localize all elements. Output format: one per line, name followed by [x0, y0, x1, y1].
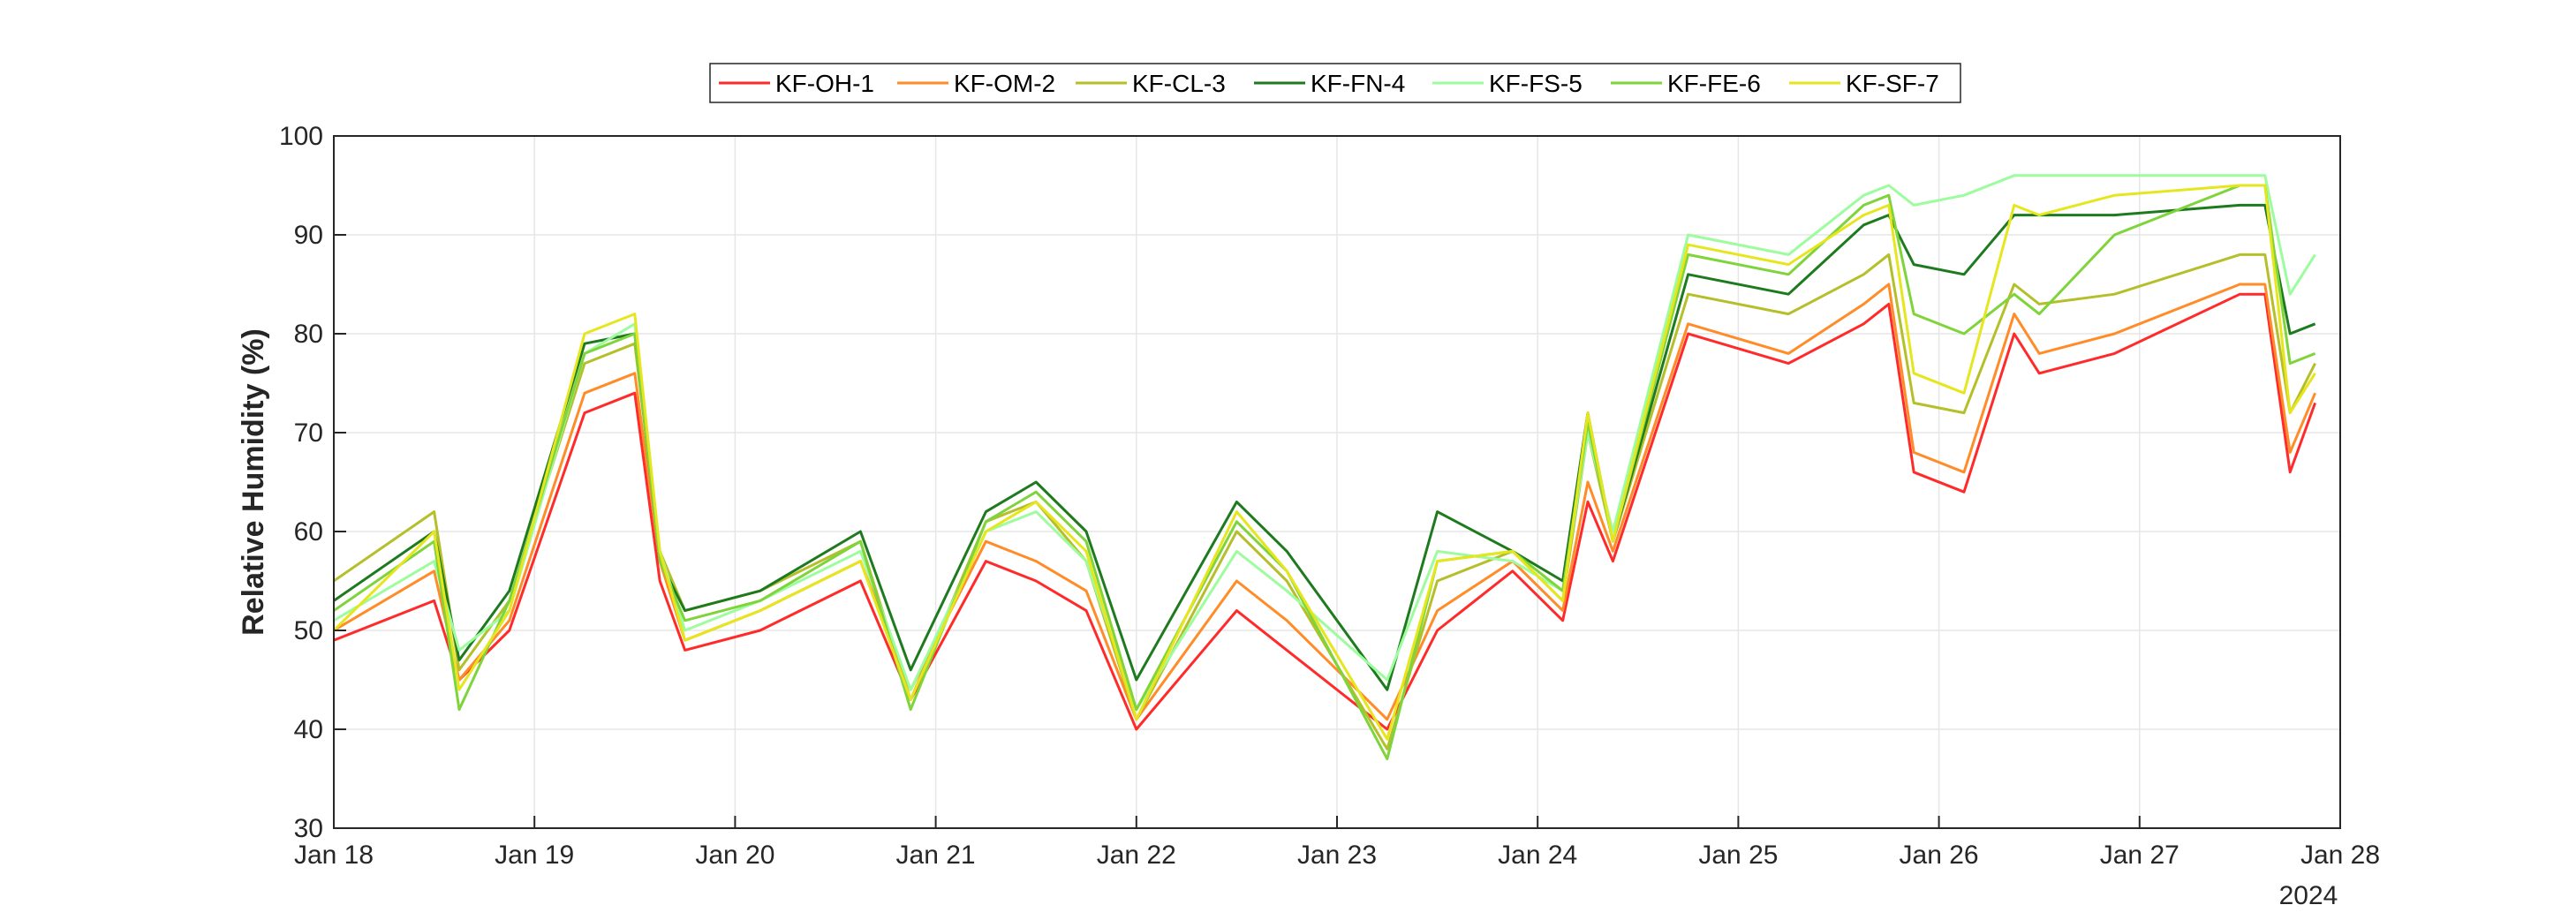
x-tick-label: Jan 18 — [294, 841, 374, 870]
y-axis-ticks: 30 40 50 60 70 80 90 100 — [279, 122, 346, 843]
x-tick-label: Jan 19 — [495, 841, 574, 870]
x-tick-label: Jan 26 — [1900, 841, 1979, 870]
series-line-kf-sf-7 — [332, 184, 2316, 741]
x-tick-label: Jan 21 — [896, 841, 976, 870]
y-tick-label: 60 — [294, 517, 323, 547]
legend-label: KF-FE-6 — [1667, 70, 1761, 97]
y-axis-title: Relative Humidity (%) — [237, 328, 270, 636]
y-tick-label: 50 — [294, 616, 323, 645]
y-tick-label: 80 — [294, 320, 323, 349]
x-axis-year-label: 2024 — [2279, 881, 2338, 910]
grid-lines — [334, 136, 2340, 828]
legend-label: KF-FS-5 — [1489, 70, 1583, 97]
x-tick-label: Jan 20 — [695, 841, 774, 870]
legend-label: KF-FN-4 — [1311, 70, 1405, 97]
y-tick-label: 30 — [294, 814, 323, 843]
y-tick-label: 90 — [294, 221, 323, 250]
x-axis-ticks: Jan 18 Jan 19 Jan 20 Jan 21 Jan 22 Jan 23 Jan … — [294, 816, 2380, 870]
legend-label: KF-OM-2 — [954, 70, 1055, 97]
y-tick-label: 70 — [294, 419, 323, 448]
x-tick-label: Jan 28 — [2300, 841, 2380, 870]
x-tick-label: Jan 25 — [1698, 841, 1778, 870]
legend: KF-OH-1 KF-OM-2 KF-CL-3 KF-FN-4 KF-FS-5 KF-FE… — [709, 63, 1961, 103]
x-tick-label: Jan 27 — [2100, 841, 2179, 870]
legend-label: KF-CL-3 — [1132, 70, 1226, 97]
x-tick-label: Jan 24 — [1498, 841, 1577, 870]
x-tick-label: Jan 23 — [1297, 841, 1377, 870]
legend-label: KF-SF-7 — [1846, 70, 1939, 97]
y-tick-label: 40 — [294, 715, 323, 744]
legend-label: KF-OH-1 — [775, 70, 874, 97]
series-lines — [332, 174, 2317, 761]
x-tick-label: Jan 22 — [1097, 841, 1176, 870]
series-line-kf-oh-1 — [333, 292, 2317, 731]
y-tick-label: 100 — [279, 122, 323, 151]
